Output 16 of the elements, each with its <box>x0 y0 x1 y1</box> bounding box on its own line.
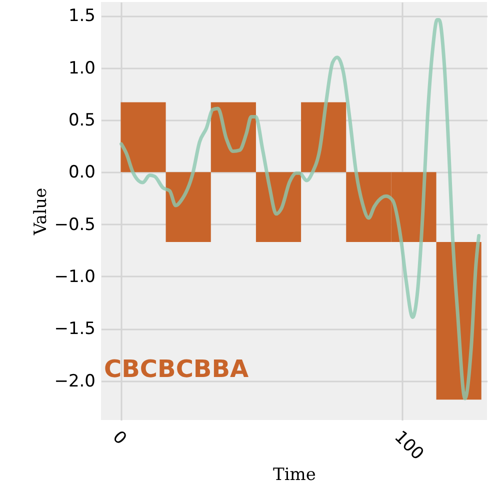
bar <box>301 102 346 172</box>
x-tick-label: 100 <box>390 427 428 464</box>
y-tick-label: −0.5 <box>54 214 96 235</box>
x-tick-label: 0 <box>108 427 130 449</box>
y-tick-label: 1.5 <box>68 6 96 26</box>
y-axis-title: Value <box>31 188 52 236</box>
y-tick-label: −2.0 <box>54 371 96 392</box>
y-tick-label: 0.5 <box>68 110 96 130</box>
y-tick-label: 1.0 <box>68 58 96 78</box>
y-tick-label: 0.0 <box>68 162 96 183</box>
y-tick-label: −1.5 <box>54 319 96 340</box>
y-tick-label: −1.0 <box>54 266 96 287</box>
bar <box>120 102 166 172</box>
annotation: CBCBCBBA <box>104 355 250 383</box>
bar <box>166 172 211 242</box>
x-axis-title: Time <box>273 464 316 485</box>
